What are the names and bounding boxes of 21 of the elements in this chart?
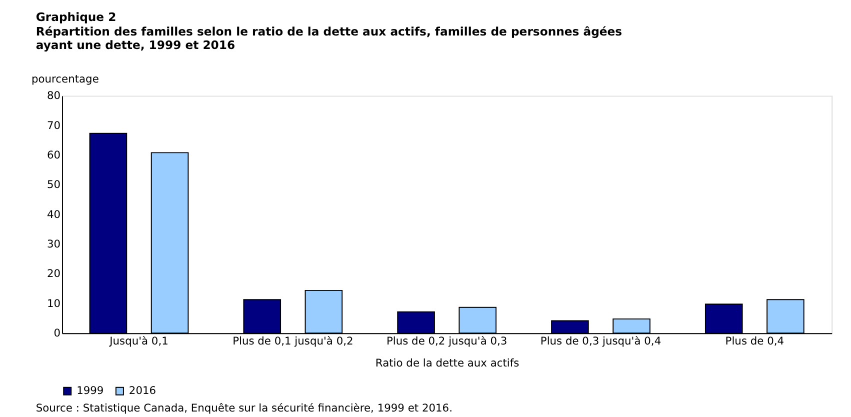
chart-subtitle: Répartition des familles selon le ratio de la dette aux actifs, familles de personnes âgées ayant une dette, 1999 et 2016 <box>36 24 622 52</box>
y-tick-label: 0 <box>54 326 61 340</box>
chart-title: Graphique 2 <box>36 10 116 24</box>
y-tick-label: 70 <box>47 118 61 132</box>
y-axis-title: pourcentage <box>32 72 99 86</box>
legend-label: 1999 <box>76 384 104 398</box>
x-tick-label: Jusqu'à 0,1 <box>108 334 168 348</box>
source-note: Source : Statistique Canada, Enquête sur la sécurité financière, 1999 et 2016. <box>36 402 452 415</box>
y-tick-label: 80 <box>47 89 61 102</box>
y-tick-label: 50 <box>47 178 61 192</box>
x-tick-label: Plus de 0,1 jusqu'à 0,2 <box>232 334 354 348</box>
legend-label: 2016 <box>128 384 156 398</box>
x-tick-label: Plus de 0,2 jusqu'à 0,3 <box>386 334 508 348</box>
y-tick-label: 20 <box>47 267 61 280</box>
y-tick-label: 40 <box>47 208 61 221</box>
x-axis-title: Ratio de la dette aux actifs <box>375 356 520 370</box>
y-tick-label: 60 <box>47 148 61 162</box>
y-tick-label: 10 <box>47 296 61 310</box>
x-tick-label: Plus de 0,3 jusqu'à 0,4 <box>540 334 662 348</box>
y-tick-label: 30 <box>47 238 61 251</box>
x-tick-label: Plus de 0,4 <box>725 334 784 348</box>
